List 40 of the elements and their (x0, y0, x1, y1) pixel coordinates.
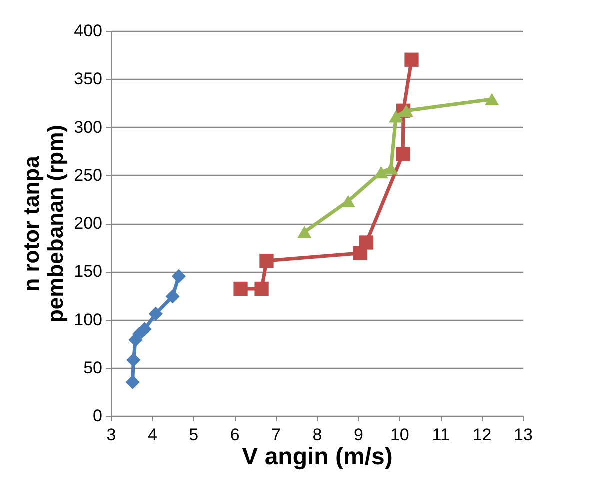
y-tick-label: 400 (74, 22, 102, 40)
point (254, 282, 269, 296)
y-tick-label: 150 (74, 262, 102, 282)
x-tick-label: 7 (272, 426, 282, 444)
y-tick-label: 100 (74, 310, 102, 330)
point (126, 375, 140, 390)
point (341, 195, 356, 208)
x-axis-title: V angin (m/s) (242, 444, 393, 470)
point (260, 254, 274, 268)
x-tick-label: 8 (312, 426, 322, 444)
point (399, 104, 414, 118)
x-tick-label: 10 (390, 426, 410, 444)
point (126, 353, 141, 368)
y-tick-label: 250 (74, 166, 102, 185)
x-tick-label: 11 (432, 426, 450, 444)
point (172, 269, 186, 284)
point (298, 226, 312, 238)
point (138, 322, 152, 336)
x-tick-label: 4 (148, 426, 158, 444)
y-tick-label: 350 (74, 70, 102, 89)
x-tick-label: 9 (354, 426, 364, 444)
point (148, 306, 163, 322)
y-axis-title: n rotor tanpa pembebanan (rpm) (19, 124, 68, 324)
y-tick-label: 300 (74, 118, 102, 137)
x-tick-label: 6 (230, 426, 240, 444)
x-tick-label: 5 (189, 426, 199, 444)
x-tick-label: 13 (514, 426, 533, 444)
x-tick-label: 12 (472, 426, 492, 444)
point (384, 162, 398, 175)
point (485, 93, 500, 106)
y-tick-label: 200 (74, 214, 102, 233)
point (359, 236, 374, 250)
point (234, 282, 248, 296)
point (389, 110, 404, 123)
point (396, 147, 410, 162)
point (404, 52, 419, 67)
point (166, 290, 180, 304)
y-tick-label: 50 (84, 358, 102, 378)
x-tick-label: 3 (106, 426, 116, 444)
y-tick-label: 0 (93, 406, 102, 426)
